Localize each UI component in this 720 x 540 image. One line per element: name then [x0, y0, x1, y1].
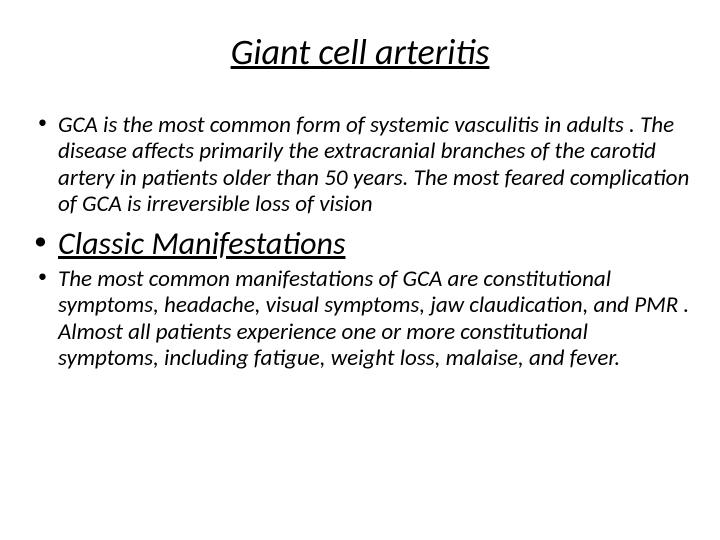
bullet-heading: Classic Manifestations	[30, 224, 690, 264]
bullet-list: GCA is the most common form of systemic …	[30, 112, 690, 372]
slide-title: Giant cell arteritis	[30, 30, 690, 74]
bullet-intro: GCA is the most common form of systemic …	[30, 112, 690, 218]
bullet-details: The most common manifestations of GCA ar…	[30, 266, 690, 372]
